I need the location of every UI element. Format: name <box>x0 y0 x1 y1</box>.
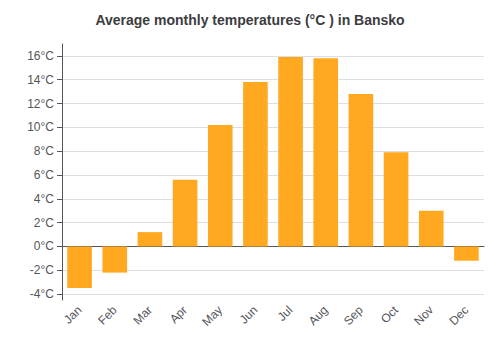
svg-text:Dec: Dec <box>446 303 471 328</box>
svg-text:Jan: Jan <box>61 303 85 327</box>
svg-text:Feb: Feb <box>95 303 120 328</box>
svg-text:Apr: Apr <box>167 303 190 326</box>
svg-text:10°C: 10°C <box>27 120 54 134</box>
svg-text:14°C: 14°C <box>27 73 54 87</box>
svg-text:Average monthly temperatures (: Average monthly temperatures (°C ) in Ba… <box>95 12 404 28</box>
svg-text:Jul: Jul <box>275 303 296 324</box>
svg-text:6°C: 6°C <box>34 168 54 182</box>
svg-text:8°C: 8°C <box>34 144 54 158</box>
svg-text:Mar: Mar <box>130 303 155 327</box>
svg-text:-4°C: -4°C <box>30 287 54 301</box>
svg-text:Nov: Nov <box>411 303 436 328</box>
svg-text:Oct: Oct <box>378 303 402 327</box>
svg-text:2°C: 2°C <box>34 216 54 230</box>
svg-text:Sep: Sep <box>341 303 366 328</box>
svg-text:4°C: 4°C <box>34 192 54 206</box>
svg-text:12°C: 12°C <box>27 97 54 111</box>
svg-text:Jun: Jun <box>237 303 261 327</box>
svg-text:0°C: 0°C <box>34 239 54 253</box>
svg-text:-2°C: -2°C <box>30 263 54 277</box>
svg-text:May: May <box>199 303 225 329</box>
svg-text:Aug: Aug <box>306 303 331 328</box>
svg-text:16°C: 16°C <box>27 49 54 63</box>
